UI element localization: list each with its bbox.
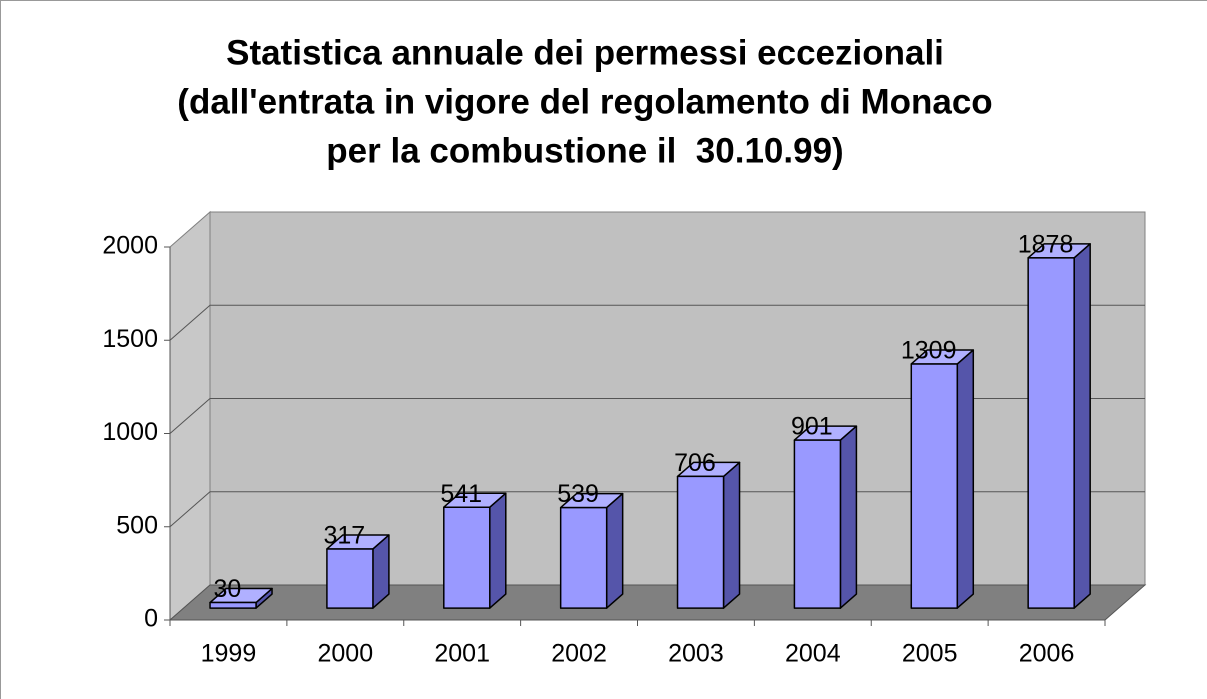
chart-title: (dall'entrata in vigore del regolamento … <box>177 82 992 121</box>
value-label: 1878 <box>1018 230 1074 258</box>
bar-side <box>956 349 975 609</box>
x-tick-label: 2001 <box>434 640 490 668</box>
value-label: 541 <box>440 480 482 508</box>
bar <box>443 492 507 609</box>
x-tick-label: 2000 <box>318 640 374 668</box>
value-label: 539 <box>557 480 599 508</box>
value-label: 901 <box>791 413 833 441</box>
bar-front <box>209 601 257 609</box>
bar-side <box>722 461 741 609</box>
chart-title: per la combustione il 30.10.99) <box>326 131 843 170</box>
value-label: 30 <box>214 575 242 603</box>
bar <box>1027 243 1091 609</box>
bar <box>326 534 390 609</box>
y-tick-label: 2000 <box>102 232 158 260</box>
bar <box>910 349 975 609</box>
y-tick-label: 1500 <box>102 325 158 353</box>
x-tick-label: 2006 <box>1019 640 1075 668</box>
x-tick-label: 2005 <box>902 640 958 668</box>
bar <box>559 492 624 609</box>
bar-front <box>326 548 374 609</box>
bar-front <box>910 363 959 609</box>
floor <box>168 584 1147 621</box>
bar <box>676 461 741 609</box>
bar-front <box>443 506 491 609</box>
x-tick-label: 1999 <box>201 640 257 668</box>
value-label: 1309 <box>901 337 957 365</box>
x-tick-label: 2002 <box>551 640 607 668</box>
x-tick-label: 2004 <box>785 640 841 668</box>
bar-front <box>559 506 608 609</box>
bar <box>793 425 858 609</box>
y-tick-label: 0 <box>144 605 158 633</box>
grid-line <box>169 304 1145 341</box>
bar <box>209 587 273 609</box>
value-label: 317 <box>323 522 365 550</box>
bar-side <box>489 492 507 609</box>
x-tick-label: 2003 <box>668 640 724 668</box>
bar-front <box>793 439 842 609</box>
bar-front <box>676 475 725 609</box>
bar-side <box>605 492 624 609</box>
value-label: 706 <box>674 449 716 477</box>
bar-side <box>839 425 858 609</box>
bar-front <box>1027 257 1075 609</box>
y-tick-label: 500 <box>116 511 158 539</box>
y-tick-label: 1000 <box>102 418 158 446</box>
grid-line <box>169 398 1145 434</box>
chart-title: Statistica annuale dei permessi eccezion… <box>226 33 944 72</box>
bar-side <box>1073 243 1091 609</box>
